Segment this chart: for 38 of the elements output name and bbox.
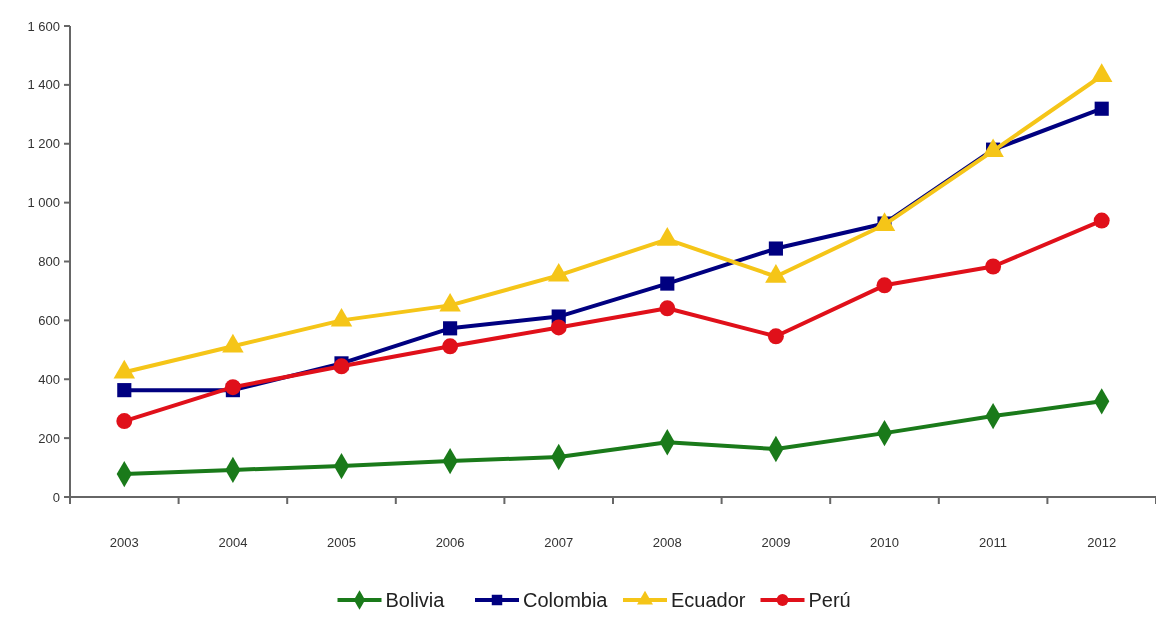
x-tick-label: 2008 — [652, 535, 682, 550]
legend-label: Bolivia — [385, 589, 446, 611]
point — [116, 413, 133, 430]
point — [1094, 101, 1109, 116]
point — [442, 338, 459, 355]
x-tick-label: 2009 — [761, 535, 791, 550]
y-tick-label: 400 — [38, 371, 60, 387]
y-tick-label: 200 — [38, 430, 60, 446]
point — [659, 300, 676, 317]
legend-label: Colombia — [523, 589, 609, 611]
point — [876, 277, 893, 294]
x-tick-label: 2004 — [218, 535, 248, 550]
point — [767, 328, 784, 345]
y-tick-label: 1 000 — [27, 195, 60, 211]
point — [333, 358, 350, 375]
x-tick-label: 2012 — [1087, 535, 1117, 550]
point — [550, 319, 567, 336]
y-tick-label: 0 — [52, 489, 60, 505]
x-tick-label: 2003 — [109, 535, 139, 550]
y-tick-label: 1 600 — [27, 18, 60, 34]
point — [660, 276, 675, 291]
point — [224, 379, 241, 396]
x-tick-label: 2007 — [544, 535, 574, 550]
x-tick-label: 2010 — [870, 535, 899, 550]
y-tick-label: 600 — [38, 312, 60, 328]
x-tick-label: 2006 — [435, 535, 465, 550]
y-tick-label: 1 400 — [27, 77, 60, 93]
y-tick-label: 1 200 — [27, 136, 60, 152]
point — [1093, 212, 1110, 229]
point — [768, 241, 783, 256]
legend-label: Perú — [808, 589, 851, 611]
y-tick-label: 800 — [38, 254, 60, 270]
x-tick-label: 2005 — [327, 535, 356, 550]
point — [117, 383, 132, 398]
x-tick-label: 2011 — [979, 535, 1008, 550]
legend-label: Ecuador — [671, 589, 746, 611]
point — [443, 321, 458, 336]
point — [985, 258, 1002, 275]
